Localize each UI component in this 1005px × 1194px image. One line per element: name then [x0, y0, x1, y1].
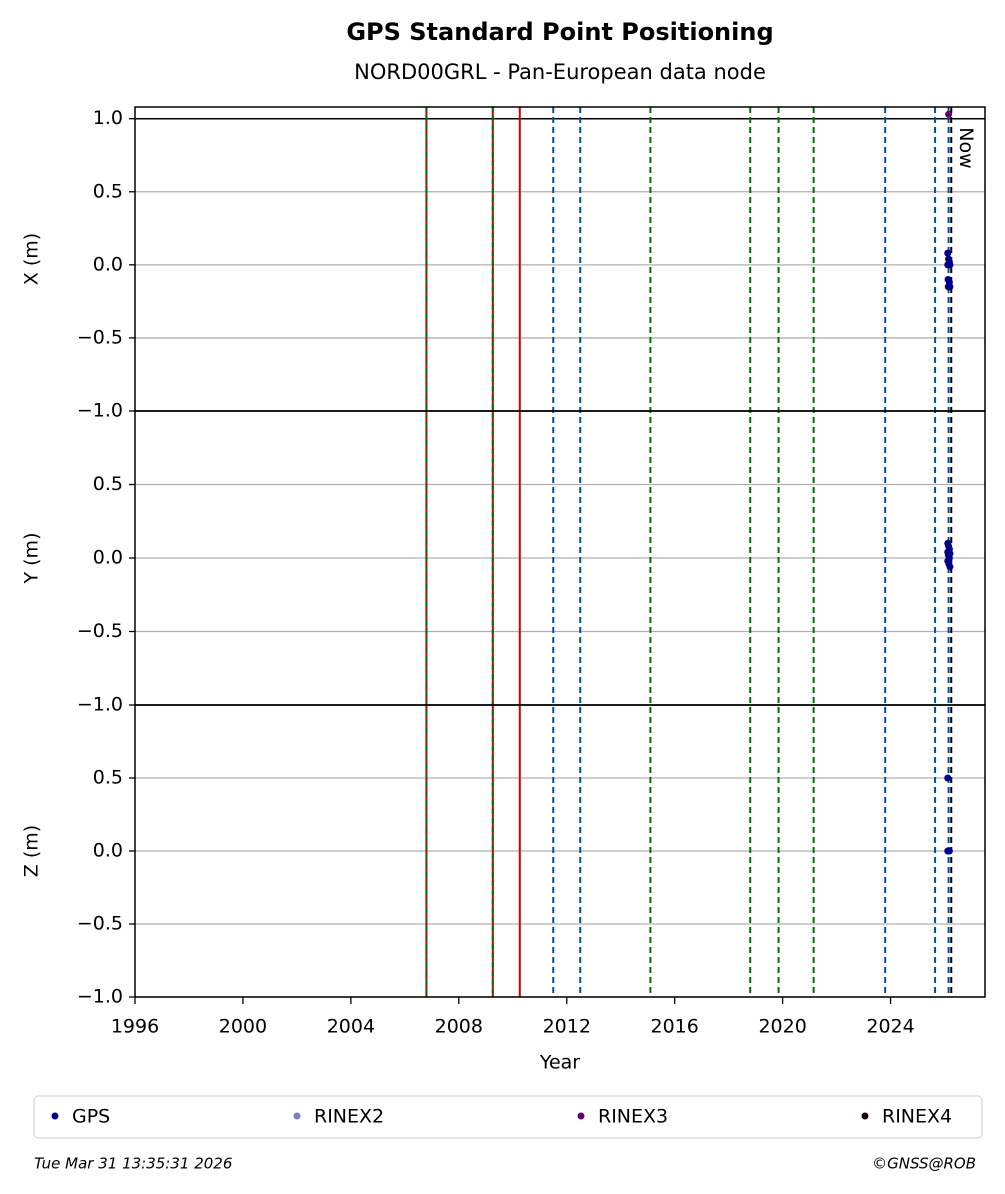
- legend-label: RINEX4: [882, 1106, 952, 1128]
- x-tick-label: 2000: [219, 1016, 267, 1038]
- y-tick-label: 0.5: [93, 180, 123, 202]
- data-point: [946, 261, 954, 269]
- y-tick-label: 0.0: [93, 253, 123, 275]
- data-point: [945, 110, 953, 118]
- y-axis-label: X (m): [21, 233, 43, 285]
- y-tick-label: 1.0: [93, 107, 123, 129]
- chart-title: GPS Standard Point Positioning: [346, 18, 773, 46]
- chart-subtitle: NORD00GRL - Pan-European data node: [354, 60, 766, 84]
- y-tick-label: −0.5: [77, 620, 123, 642]
- legend-label: RINEX2: [314, 1106, 384, 1128]
- x-tick-label: 2024: [866, 1016, 914, 1038]
- y-axis-label: Y (m): [21, 533, 43, 585]
- legend-marker: [577, 1112, 585, 1120]
- y-tick-label: −0.5: [77, 326, 123, 348]
- legend-label: GPS: [72, 1106, 110, 1128]
- legend-marker: [861, 1112, 869, 1120]
- data-point: [946, 283, 954, 291]
- legend-label: RINEX3: [598, 1106, 668, 1128]
- x-tick-label: 2004: [327, 1016, 375, 1038]
- x-axis-label: Year: [539, 1052, 580, 1074]
- y-tick-label: 0.0: [93, 840, 123, 862]
- data-point: [945, 847, 953, 855]
- x-tick-label: 2012: [543, 1016, 591, 1038]
- y-tick-label: −1.0: [77, 400, 123, 422]
- y-tick-label: −1.0: [77, 986, 123, 1008]
- data-point: [946, 563, 954, 571]
- y-tick-label: 0.0: [93, 547, 123, 569]
- x-tick-label: 1996: [111, 1016, 159, 1038]
- x-tick-label: 2008: [435, 1016, 483, 1038]
- now-label: Now: [955, 127, 977, 168]
- axes-frame: [134, 704, 986, 998]
- y-axis-label: Z (m): [21, 825, 43, 877]
- x-tick-label: 2016: [651, 1016, 699, 1038]
- footer-credit: ©GNSS@ROB: [872, 1155, 976, 1173]
- data-point: [944, 774, 952, 782]
- y-tick-label: 0.5: [93, 767, 123, 789]
- axes-frame: [134, 106, 986, 412]
- y-tick-label: −0.5: [77, 913, 123, 935]
- legend-marker: [51, 1112, 59, 1120]
- legend-marker: [293, 1112, 301, 1120]
- y-tick-label: 0.5: [93, 473, 123, 495]
- y-tick-label: −1.0: [77, 694, 123, 716]
- x-tick-label: 2020: [758, 1016, 806, 1038]
- legend-box: [33, 1095, 983, 1139]
- data-point: [944, 249, 952, 257]
- footer-date: Tue Mar 31 13:35:31 2026: [34, 1155, 232, 1173]
